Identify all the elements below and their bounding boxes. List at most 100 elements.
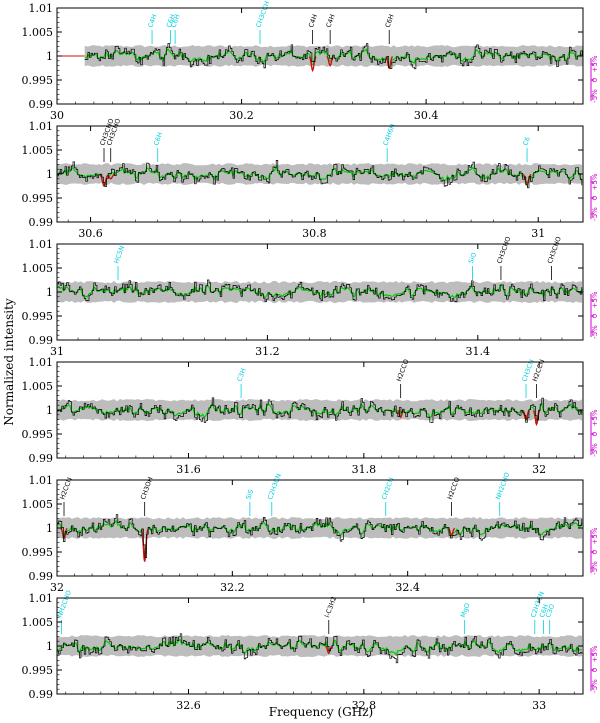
observed-spectrum bbox=[57, 514, 583, 558]
residual-tick-label: +5% bbox=[591, 527, 599, 544]
residual-tick-label: 0 bbox=[591, 432, 599, 436]
molecule-label: l-C3H2 bbox=[323, 595, 338, 618]
y-tick-label: 1.005 bbox=[22, 262, 54, 275]
residual-tick-label: +5% bbox=[591, 173, 599, 190]
absorption-feature bbox=[60, 527, 68, 539]
residual-tick-label: -5% bbox=[591, 679, 599, 693]
residual-tick-label: -5% bbox=[591, 89, 599, 103]
y-tick-label: 0.99 bbox=[29, 570, 54, 583]
y-tick-label: 1.005 bbox=[22, 26, 54, 39]
plot-area bbox=[57, 160, 583, 189]
x-tick-label: 30.4 bbox=[414, 109, 439, 122]
noise-band bbox=[57, 399, 582, 421]
panel-5: H2CCN CH3OH SiS C2H3CN CH2CN H2CCO NH2CHO0.990… bbox=[22, 471, 600, 594]
observed-spectrum bbox=[57, 160, 583, 189]
residual-tick-label: +5% bbox=[591, 291, 599, 308]
y-tick-label: 1.005 bbox=[22, 380, 54, 393]
molecule-label: HC5N bbox=[112, 245, 126, 265]
molecule-label: C6H bbox=[384, 13, 396, 29]
plot-area bbox=[57, 633, 583, 664]
plot-area bbox=[57, 279, 583, 303]
molecule-label: C3H bbox=[235, 367, 247, 383]
y-tick-label: 1 bbox=[46, 286, 53, 299]
observed-spectrum bbox=[57, 397, 583, 423]
x-tick-label: 30.2 bbox=[229, 109, 254, 122]
y-tick-label: 0.99 bbox=[29, 98, 54, 111]
y-tick-label: 1 bbox=[46, 404, 53, 417]
plot-area bbox=[57, 43, 583, 73]
molecule-label: SiO bbox=[467, 252, 478, 265]
y-tick-label: 1 bbox=[46, 640, 53, 653]
plot-area bbox=[57, 397, 583, 427]
x-tick-label: 32.6 bbox=[176, 699, 201, 712]
molecule-label: C4H bbox=[146, 13, 158, 29]
y-tick-label: 1.005 bbox=[22, 498, 54, 511]
y-tick-label: 0.995 bbox=[22, 74, 54, 87]
molecule-label: C4H bbox=[325, 13, 337, 29]
y-tick-label: 0.995 bbox=[22, 428, 54, 441]
residual-tick-label: 0 bbox=[591, 668, 599, 672]
x-tick-label: 30.6 bbox=[78, 227, 103, 240]
model-spectrum bbox=[57, 401, 583, 424]
y-tick-label: 0.99 bbox=[29, 688, 54, 701]
absorption-feature bbox=[325, 645, 333, 655]
residual-tick-label: 0 bbox=[591, 550, 599, 554]
y-tick-label: 1.01 bbox=[29, 592, 54, 605]
molecule-label: C2H3CN bbox=[266, 472, 283, 500]
panel-3: HC5N SiO CH3CHO CH3CHO 0.99 0.995 1 1.005 1.01 31… bbox=[22, 236, 600, 358]
molecule-label: CH3CHO bbox=[546, 236, 563, 265]
residual-tick-label: 0 bbox=[591, 196, 599, 200]
y-axis-title: Normalized intensity bbox=[2, 298, 16, 426]
molecule-label: CH3OH bbox=[139, 476, 155, 501]
y-tick-label: 1.01 bbox=[29, 474, 54, 487]
x-tick-label: 31.6 bbox=[176, 463, 201, 476]
y-tick-label: 1.01 bbox=[29, 356, 54, 369]
molecule-label: C4H bbox=[307, 13, 319, 29]
x-tick-label: 31.4 bbox=[466, 345, 491, 358]
x-tick-label: 33 bbox=[532, 699, 546, 712]
x-tick-label: 32 bbox=[50, 581, 64, 594]
y-tick-label: 0.99 bbox=[29, 452, 54, 465]
observed-spectrum bbox=[57, 279, 583, 303]
observed-spectrum bbox=[84, 43, 583, 70]
y-tick-label: 1 bbox=[46, 50, 53, 63]
residual-tick-label: +5% bbox=[591, 409, 599, 426]
y-tick-label: 1.01 bbox=[29, 238, 54, 251]
residual-tick-label: +5% bbox=[591, 55, 599, 72]
absorption-feature bbox=[447, 527, 456, 537]
molecule-label: NH2CHO bbox=[494, 471, 511, 500]
y-tick-label: 0.995 bbox=[22, 310, 54, 323]
y-tick-label: 0.99 bbox=[29, 334, 54, 347]
molecule-label: MgO bbox=[459, 602, 472, 619]
molecule-label: SiS bbox=[244, 488, 255, 500]
y-tick-label: 1 bbox=[46, 168, 53, 181]
observed-spectrum bbox=[57, 633, 583, 664]
residual-tick-label: -5% bbox=[591, 561, 599, 575]
molecule-label: CH3CCH bbox=[254, 0, 271, 29]
molecule-label: C6H bbox=[152, 131, 164, 147]
residual-tick-label: -5% bbox=[591, 325, 599, 339]
y-tick-label: 0.995 bbox=[22, 192, 54, 205]
y-tick-label: 0.995 bbox=[22, 664, 54, 677]
x-tick-label: 30 bbox=[50, 109, 64, 122]
y-tick-label: 1.005 bbox=[22, 144, 54, 157]
x-tick-label: 32.8 bbox=[352, 699, 377, 712]
residual-tick-label: 0 bbox=[591, 78, 599, 82]
molecule-label: C6 bbox=[521, 136, 531, 147]
x-tick-label: 32.4 bbox=[395, 581, 420, 594]
y-tick-label: 1.005 bbox=[22, 616, 54, 629]
panel-6: NH2CHO l-C3H2 MgO C2H3CNC6HC3O0.990.99511.0… bbox=[22, 589, 600, 712]
panel-4: C3H H2CCO CH3CNH2CCN0.990.99511.0051.0131.… bbox=[22, 356, 600, 476]
x-tick-label: 32 bbox=[532, 463, 546, 476]
residual-tick-label: -5% bbox=[591, 207, 599, 221]
x-tick-label: 30.8 bbox=[302, 227, 327, 240]
y-tick-label: 1.01 bbox=[29, 120, 54, 133]
plot-area bbox=[57, 514, 583, 562]
x-tick-label: 31.8 bbox=[352, 463, 377, 476]
y-tick-label: 0.995 bbox=[22, 546, 54, 559]
y-tick-label: 0.99 bbox=[29, 216, 54, 229]
